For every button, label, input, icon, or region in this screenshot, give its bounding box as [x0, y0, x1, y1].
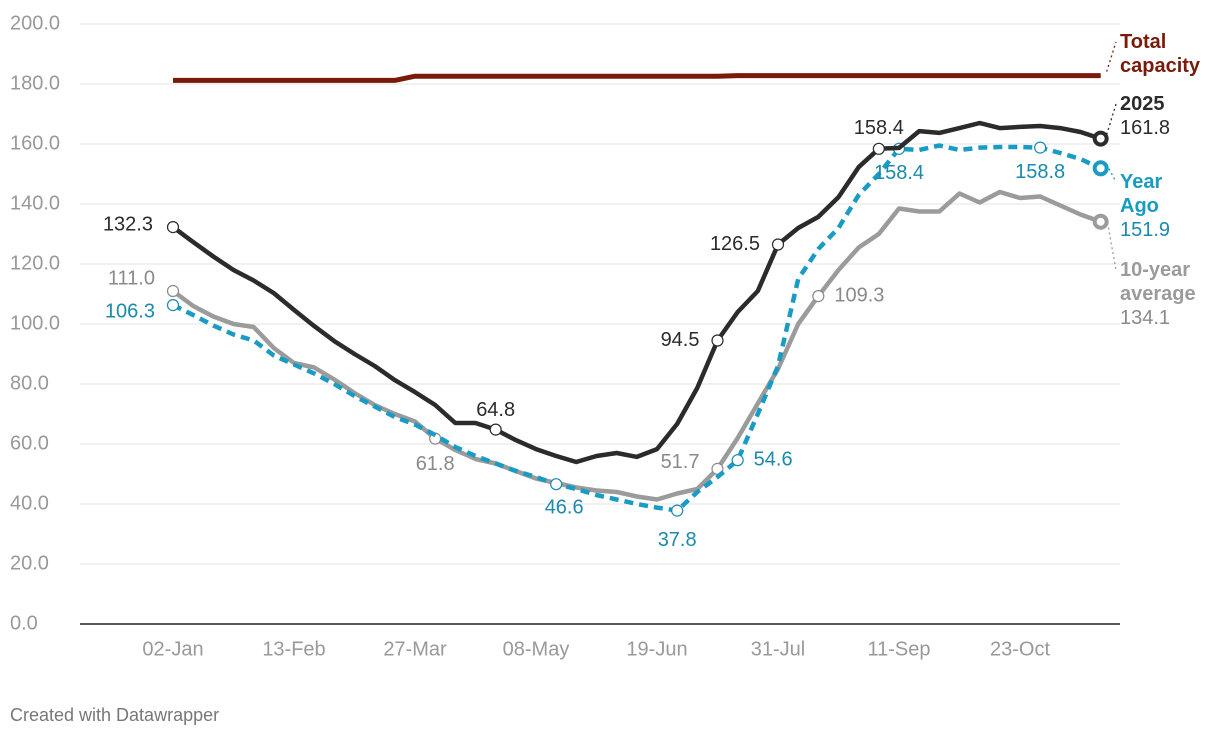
series-line — [171, 189, 1102, 502]
legend-entry: Year Ago — [1120, 171, 1163, 217]
y-tick-label: 180.0 — [10, 72, 60, 94]
y-tick-label: 140.0 — [10, 192, 60, 214]
end-label: Total capacity — [1120, 30, 1200, 78]
x-tick-label: 23-Oct — [990, 638, 1050, 660]
x-tick-label: 31-Jul — [751, 638, 805, 660]
value-label: 158.4 — [854, 117, 904, 139]
x-tick-label: 11-Sep — [867, 638, 930, 660]
connector — [1106, 217, 1117, 271]
y-tick-label: 40.0 — [10, 492, 49, 514]
value-label: 54.6 — [754, 448, 793, 470]
value-label: 64.8 — [476, 399, 515, 421]
point-marker — [550, 478, 563, 491]
end-value-label: 151.9 — [1120, 219, 1171, 241]
point-marker — [166, 221, 180, 234]
value-label: 158.8 — [1015, 161, 1065, 183]
y-tick-label: 100.0 — [10, 312, 60, 334]
point-marker — [731, 454, 744, 467]
point-marker — [812, 290, 825, 303]
point-marker — [489, 423, 502, 436]
value-label: 158.4 — [874, 162, 924, 184]
end-label: Year Ago 151.9 — [1120, 170, 1170, 242]
x-tick-label: 13-Feb — [262, 638, 325, 660]
y-tick-label: 80.0 — [10, 372, 49, 394]
connector — [1106, 103, 1117, 135]
x-tick-label: 27-Mar — [383, 638, 447, 660]
point-marker — [671, 504, 684, 517]
point-marker — [1092, 160, 1109, 177]
value-label: 61.8 — [416, 453, 455, 475]
value-label: 37.8 — [658, 529, 697, 551]
point-marker — [1092, 130, 1109, 147]
end-value-label: 161.8 — [1120, 117, 1171, 139]
legend-entry: Total capacity — [1120, 31, 1201, 77]
value-label: 94.5 — [661, 329, 700, 351]
y-tick-label: 200.0 — [10, 12, 60, 34]
connector — [1106, 163, 1117, 183]
end-value-label: 134.1 — [1120, 307, 1171, 329]
end-label: 10-year average 134.1 — [1120, 258, 1196, 330]
point-marker — [872, 142, 885, 155]
series-line — [173, 73, 1101, 83]
series-line — [172, 143, 1102, 513]
end-label: 2025 161.8 — [1120, 92, 1170, 140]
y-tick-label: 20.0 — [10, 552, 49, 574]
series-line — [171, 120, 1102, 465]
point-marker — [166, 299, 180, 312]
value-label: 106.3 — [105, 300, 155, 322]
x-tick-label: 08-May — [503, 638, 570, 660]
value-label: 111.0 — [108, 267, 155, 289]
x-tick-label: 02-Jan — [142, 638, 203, 660]
value-label: 109.3 — [834, 284, 884, 306]
value-label: 46.6 — [545, 496, 584, 518]
x-tick-label: 19-Jun — [626, 638, 687, 660]
y-tick-label: 60.0 — [10, 432, 49, 454]
value-label: 51.7 — [661, 451, 700, 473]
value-label: 132.3 — [103, 213, 153, 235]
legend-entry: 10-year average — [1120, 259, 1196, 305]
point-marker — [1092, 213, 1109, 230]
y-tick-label: 120.0 — [10, 252, 60, 274]
footer: Created with Datawrapper — [10, 705, 220, 725]
point-marker — [1034, 141, 1047, 154]
point-marker — [166, 284, 180, 298]
y-tick-label: 0.0 — [10, 612, 38, 634]
legend-entry: 2025 — [1120, 93, 1165, 115]
value-label: 126.5 — [710, 233, 760, 255]
y-tick-label: 160.0 — [10, 132, 60, 154]
point-marker — [711, 334, 724, 347]
point-marker — [771, 238, 785, 251]
connector — [1106, 41, 1117, 72]
